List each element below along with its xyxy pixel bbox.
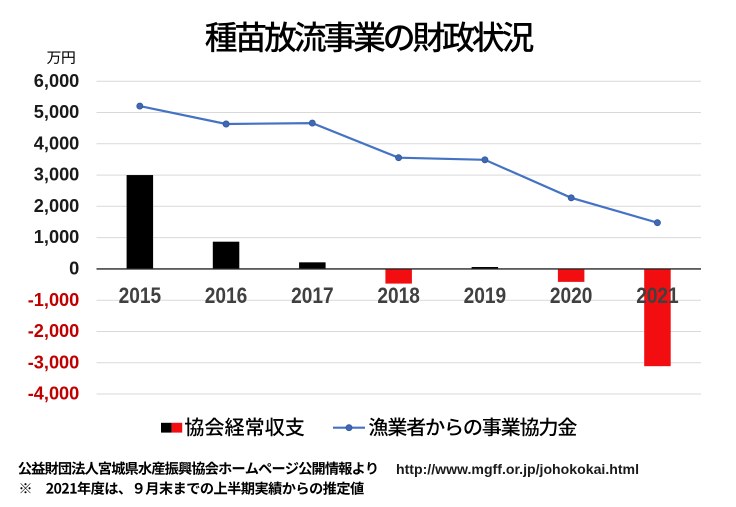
svg-text:2,000: 2,000 — [34, 196, 80, 216]
svg-text:2019: 2019 — [464, 283, 507, 308]
svg-text:-4,000: -4,000 — [28, 384, 80, 404]
svg-text:2018: 2018 — [377, 283, 420, 308]
svg-text:2015: 2015 — [119, 283, 162, 308]
svg-text:2016: 2016 — [205, 283, 248, 308]
svg-text:-2,000: -2,000 — [28, 321, 80, 341]
svg-text:-1,000: -1,000 — [28, 290, 80, 310]
svg-text:1,000: 1,000 — [34, 227, 80, 247]
svg-text:0: 0 — [69, 259, 79, 279]
svg-text:4,000: 4,000 — [34, 133, 80, 153]
svg-text:2021: 2021 — [636, 283, 679, 308]
svg-text:3,000: 3,000 — [34, 165, 80, 185]
svg-text:6,000: 6,000 — [34, 71, 80, 91]
svg-text:5,000: 5,000 — [34, 102, 80, 122]
svg-text:-3,000: -3,000 — [28, 352, 80, 372]
svg-text:2017: 2017 — [291, 283, 334, 308]
svg-text:2020: 2020 — [550, 283, 593, 308]
svg-text:http://www.mgff.or.jp/johokoka: http://www.mgff.or.jp/johokokai.html — [396, 462, 639, 477]
